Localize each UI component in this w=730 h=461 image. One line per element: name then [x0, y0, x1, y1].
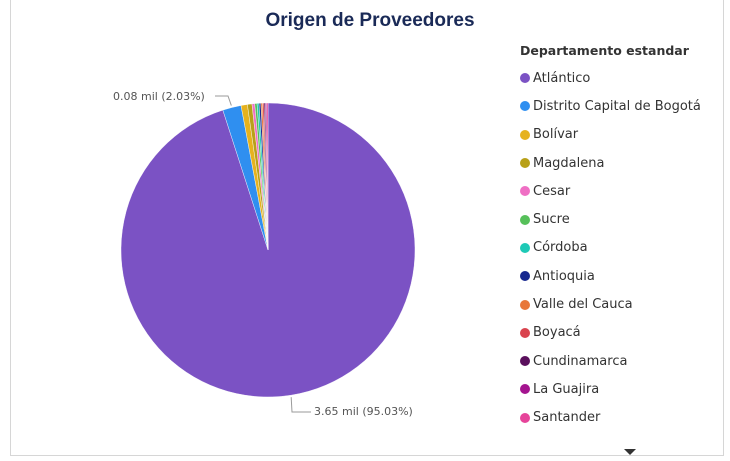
legend-marker-icon — [520, 242, 530, 253]
legend-marker-icon — [520, 214, 530, 225]
legend-label: Valle del Cauca — [533, 297, 633, 313]
legend-label: Bolívar — [533, 127, 579, 143]
legend-label: La Guajira — [533, 381, 600, 397]
legend-items: Atlántico Distrito Capital de Bogotá Bolív… — [520, 64, 720, 432]
legend-scroll-down-icon[interactable] — [624, 449, 636, 455]
chart-title: Origen de Proveedores — [265, 10, 475, 31]
legend-item-la-guajira[interactable]: La Guajira — [520, 375, 720, 403]
legend-item-sucre[interactable]: Sucre — [520, 205, 720, 233]
legend-marker-icon — [520, 384, 530, 395]
legend-marker-icon — [520, 327, 530, 338]
pie-slice-santander[interactable] — [266, 102, 269, 251]
legend-item-distrito-capital-de-bogota[interactable]: Distrito Capital de Bogotá — [520, 92, 720, 120]
leader-lines — [215, 95, 311, 413]
legend-label: Cesar — [533, 183, 571, 199]
pie-slices — [120, 102, 416, 398]
legend-item-boyaca[interactable]: Boyacá — [520, 319, 720, 347]
legend-marker-icon — [520, 186, 530, 197]
legend-item-bolivar[interactable]: Bolívar — [520, 121, 720, 149]
legend-item-cesar[interactable]: Cesar — [520, 177, 720, 205]
legend-item-magdalena[interactable]: Magdalena — [520, 149, 720, 177]
legend-label: Cundinamarca — [533, 353, 628, 369]
legend-label: Santander — [533, 410, 601, 426]
legend-marker-icon — [520, 73, 530, 84]
legend-item-antioquia[interactable]: Antioquia — [520, 262, 720, 290]
legend-marker-icon — [520, 299, 530, 310]
legend-label: Sucre — [533, 212, 570, 228]
legend-label: Distrito Capital de Bogotá — [533, 98, 701, 114]
legend-marker-icon — [520, 271, 530, 282]
legend-marker-icon — [520, 412, 530, 423]
legend-label: Magdalena — [533, 155, 605, 171]
legend-marker-icon — [520, 129, 530, 140]
data-label-atlantico: 3.65 mil (95.03%) — [314, 405, 413, 418]
legend-item-valle-del-cauca[interactable]: Valle del Cauca — [520, 290, 720, 318]
legend-item-atlantico[interactable]: Atlántico — [520, 64, 720, 92]
legend-title: Departamento estandar — [520, 43, 689, 58]
data-label-distrito-capital: 0.08 mil (2.03%) — [113, 90, 205, 103]
legend-marker-icon — [520, 158, 530, 169]
legend-item-cordoba[interactable]: Córdoba — [520, 234, 720, 262]
leader-line-distrito-capital — [215, 95, 232, 106]
leader-line-atlantico — [290, 397, 311, 413]
legend-marker-icon — [520, 356, 530, 367]
legend-item-santander[interactable]: Santander — [520, 404, 720, 432]
legend-marker-icon — [520, 101, 530, 112]
legend: Departamento estandar Atlántico Distrito … — [520, 42, 720, 432]
legend-label: Córdoba — [533, 240, 588, 256]
visual-frame — [10, 0, 724, 456]
legend-label: Atlántico — [533, 70, 591, 86]
legend-label: Boyacá — [533, 325, 581, 341]
legend-label: Antioquia — [533, 268, 595, 284]
legend-item-cundinamarca[interactable]: Cundinamarca — [520, 347, 720, 375]
